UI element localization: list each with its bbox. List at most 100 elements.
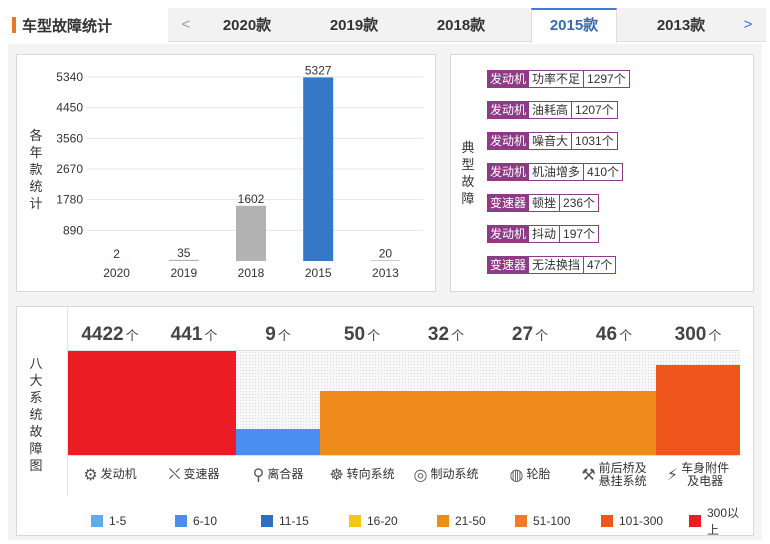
system-level-fill bbox=[404, 390, 488, 455]
bar bbox=[236, 205, 266, 261]
legend-label: 51-100 bbox=[533, 514, 571, 528]
legend-item: 16-20 bbox=[349, 513, 398, 529]
typical-faults-panel: 典型故障 发动机 功率不足 1297个 发动机 油耗高 1207个 发动机 噪音大 1031个发… bbox=[450, 54, 754, 292]
fault-item[interactable]: 发动机 功率不足 1297个 bbox=[487, 70, 630, 88]
system-count: 441 个 bbox=[152, 319, 236, 351]
system-level-fill bbox=[656, 364, 740, 455]
year-stats-label-char: 年 bbox=[29, 145, 43, 160]
fault-category: 变速器 bbox=[487, 256, 530, 274]
system-column[interactable]: 50 个 ☸ 转向系统 bbox=[320, 319, 404, 493]
engine-icon: ⚙ bbox=[83, 466, 98, 484]
system-level-fill bbox=[68, 351, 152, 455]
fault-description: 功率不足 bbox=[529, 70, 585, 88]
system-name: ⚡ 车身附件 及电器 bbox=[656, 455, 740, 493]
legend-label: 300以上 bbox=[707, 506, 740, 537]
fault-item[interactable]: 发动机 机油增多 410个 bbox=[487, 163, 624, 181]
tab-2013[interactable]: 2013款 bbox=[656, 17, 706, 34]
system-name-line: 悬挂系统 bbox=[598, 473, 647, 488]
year-stats-label-char: 统 bbox=[29, 179, 43, 194]
system-name-label: 变速器 bbox=[183, 467, 220, 481]
system-name-label: 发动机 bbox=[100, 467, 137, 481]
system-level-area bbox=[572, 351, 656, 455]
year-tabs: < 2020款 2019款 2018款 2015款 2013款 > bbox=[168, 8, 766, 43]
legend-item: 101-300 bbox=[601, 513, 663, 529]
fault-count: 197个 bbox=[559, 225, 600, 243]
year-stats-panel: 各年款统计 890 1780 2670 3560 4450 5340 2 2020 35 2019… bbox=[16, 54, 436, 292]
fault-item[interactable]: 变速器 无法换挡 47个 bbox=[487, 256, 617, 274]
system-level-fill bbox=[320, 390, 404, 455]
legend-swatch bbox=[91, 515, 103, 527]
system-level-fill bbox=[488, 390, 572, 455]
systems-label-char: 大 bbox=[29, 373, 43, 388]
fault-item[interactable]: 发动机 油耗高 1207个 bbox=[487, 101, 618, 119]
legend-label: 11-15 bbox=[279, 514, 309, 528]
prev-arrow-icon[interactable]: < bbox=[181, 16, 191, 33]
fault-item[interactable]: 发动机 抖动 197个 bbox=[487, 225, 600, 243]
fault-description: 抖动 bbox=[529, 225, 561, 243]
system-name: ◍ 轮胎 bbox=[488, 455, 572, 493]
header: 车型故障统计 < 2020款 2019款 2018款 2015款 2013款 > bbox=[0, 0, 770, 44]
system-count-unit: 个 bbox=[619, 328, 633, 343]
fault-count: 1207个 bbox=[571, 101, 618, 119]
legend-swatch bbox=[349, 515, 361, 527]
system-count: 32 个 bbox=[404, 319, 488, 351]
fault-description: 机油增多 bbox=[529, 163, 585, 181]
typical-faults-label-char: 故 bbox=[461, 174, 475, 189]
system-count-unit: 个 bbox=[451, 328, 465, 343]
typical-faults-label: 典型故障 bbox=[461, 139, 475, 207]
system-name-label: 转向系统 bbox=[346, 467, 395, 481]
x-tick-label: 2020 bbox=[103, 266, 130, 280]
year-stats-label: 各年款统计 bbox=[29, 127, 43, 212]
systems-label-char: 故 bbox=[29, 424, 43, 439]
tab-2019[interactable]: 2019款 bbox=[329, 17, 379, 34]
fault-category: 发动机 bbox=[487, 163, 530, 181]
fault-item[interactable]: 发动机 噪音大 1031个 bbox=[487, 132, 618, 150]
system-count-value: 50 bbox=[343, 324, 366, 345]
fault-item[interactable]: 变速器 顿挫 236个 bbox=[487, 194, 600, 212]
system-column[interactable]: 32 个 ◎ 制动系统 bbox=[404, 319, 488, 493]
legend-swatch bbox=[515, 515, 527, 527]
bar-value-label: 1602 bbox=[238, 192, 265, 206]
bar bbox=[303, 77, 334, 261]
title-accent bbox=[12, 17, 16, 33]
tab-2015[interactable]: 2015款 bbox=[531, 8, 617, 43]
legend-item: 11-15 bbox=[261, 513, 309, 529]
system-name-line: 及电器 bbox=[687, 473, 724, 488]
systems-label: 八大系统故障图 bbox=[29, 355, 43, 474]
system-column[interactable]: 441 个 ⛌ 变速器 bbox=[152, 319, 236, 493]
system-count-unit: 个 bbox=[367, 328, 381, 343]
bar-value-label: 20 bbox=[379, 246, 393, 260]
legend-swatch bbox=[261, 515, 273, 527]
tab-2020[interactable]: 2020款 bbox=[222, 17, 272, 34]
x-tick-label: 2019 bbox=[170, 266, 197, 280]
system-column[interactable]: 4422 个 ⚙ 发动机 bbox=[68, 319, 152, 493]
page-title: 车型故障统计 bbox=[22, 18, 113, 35]
system-count-unit: 个 bbox=[204, 328, 218, 343]
system-column[interactable]: 27 个 ◍ 轮胎 bbox=[488, 319, 572, 493]
brake-disc-icon: ◎ bbox=[413, 466, 428, 484]
system-count-value: 9 bbox=[265, 324, 276, 345]
system-name: ⛌ 变速器 bbox=[152, 455, 236, 493]
fault-count: 1031个 bbox=[571, 132, 618, 150]
system-name: ⚙ 发动机 bbox=[68, 455, 152, 493]
system-name-label: 车身附件 及电器 bbox=[681, 461, 729, 488]
fault-count: 47个 bbox=[583, 256, 617, 274]
system-name-line: 前后桥及 bbox=[598, 460, 647, 475]
bar-value-label: 35 bbox=[177, 246, 191, 260]
year-bar-chart: 890 1780 2670 3560 4450 5340 2 2020 35 2019 1602 20… bbox=[56, 63, 423, 280]
system-name: ⚲ 离合器 bbox=[236, 455, 320, 493]
system-column[interactable]: 300 个 ⚡ 车身附件 及电器 bbox=[656, 319, 740, 493]
system-column[interactable]: 46 个 ⚒ 前后桥及 悬挂系统 bbox=[572, 319, 656, 493]
tab-2018[interactable]: 2018款 bbox=[436, 17, 486, 34]
bar bbox=[370, 260, 401, 261]
system-name-label: 离合器 bbox=[267, 467, 304, 481]
fault-category: 发动机 bbox=[487, 132, 530, 150]
fault-category: 发动机 bbox=[487, 225, 530, 243]
legend-item: 6-10 bbox=[175, 513, 217, 529]
system-column[interactable]: 9 个 ⚲ 离合器 bbox=[236, 319, 320, 493]
x-tick-label: 2018 bbox=[238, 266, 265, 280]
legend-item: 21-50 bbox=[437, 513, 486, 529]
legend-item: 1-5 bbox=[91, 513, 126, 529]
next-arrow-icon[interactable]: > bbox=[743, 16, 753, 33]
